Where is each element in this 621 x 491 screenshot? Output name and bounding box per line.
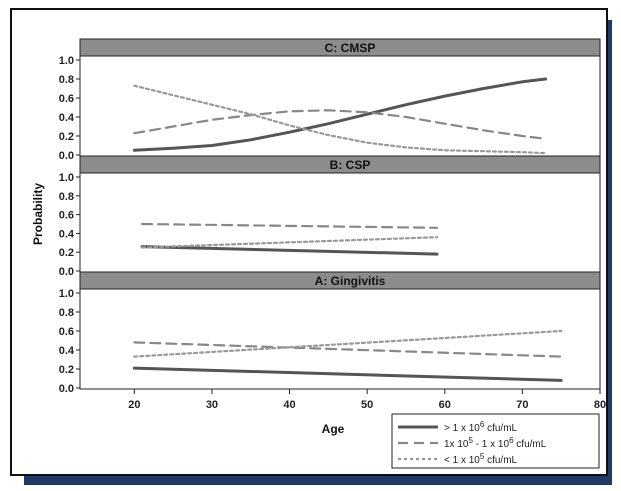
y-tick-label: 1.0	[59, 172, 74, 184]
series-line-mid	[133, 341, 563, 358]
y-tick-label: 0.4	[59, 112, 75, 124]
x-tick-label: 60	[439, 399, 451, 411]
panel-title-strip	[79, 38, 601, 57]
series-line-high	[140, 245, 439, 256]
y-tick-label: 0.0	[59, 150, 74, 162]
series-line-high	[132, 366, 563, 382]
y-tick-label: 0.8	[59, 74, 74, 86]
series-line-low	[133, 84, 547, 155]
legend-box	[391, 413, 600, 469]
x-tick-label: 20	[128, 399, 140, 411]
y-tick-label: 0.2	[59, 247, 74, 259]
x-tick-label: 50	[361, 399, 373, 411]
panel-title: B: CSP	[330, 158, 371, 172]
panel-title: A: Gingivitis	[315, 274, 386, 288]
legend-label-mid: 1x 105 - 1 x 106 cfu/mL	[444, 436, 547, 451]
panel-border	[79, 271, 601, 390]
x-tick-label: 80	[594, 399, 606, 411]
panel-title: C: CMSP	[325, 41, 376, 55]
legend-label-high: > 1 x 106 cfu/mL	[444, 420, 518, 435]
y-tick-label: 0.0	[59, 266, 74, 278]
y-tick-label: 0.2	[59, 131, 74, 143]
y-tick-label: 0.6	[59, 210, 74, 222]
legend-label-low: < 1 x 105 cfu/mL	[444, 452, 518, 467]
panel-title-strip	[79, 155, 601, 174]
y-tick-label: 0.4	[59, 345, 75, 357]
series-line-high	[132, 77, 548, 152]
series-line-low	[141, 236, 439, 249]
x-tick-label: 70	[516, 399, 528, 411]
y-tick-label: 0.8	[59, 307, 74, 319]
y-tick-label: 0.6	[59, 93, 74, 105]
x-tick-label: 40	[283, 399, 295, 411]
panel-title-strip	[79, 271, 601, 290]
y-tick-label: 1.0	[59, 55, 74, 67]
y-tick-label: 0.2	[59, 364, 74, 376]
y-tick-label: 0.4	[59, 228, 75, 240]
series-line-mid	[141, 222, 439, 229]
y-axis-label: Probability	[31, 183, 45, 245]
series-line-low	[133, 329, 563, 358]
x-tick-label: 30	[206, 399, 218, 411]
y-tick-label: 0.8	[59, 191, 74, 203]
x-axis-label: Age	[322, 422, 345, 436]
series-line-mid	[133, 109, 547, 140]
y-tick-label: 1.0	[59, 288, 74, 300]
y-tick-label: 0.6	[59, 326, 74, 338]
y-tick-label: 0.0	[59, 383, 74, 395]
